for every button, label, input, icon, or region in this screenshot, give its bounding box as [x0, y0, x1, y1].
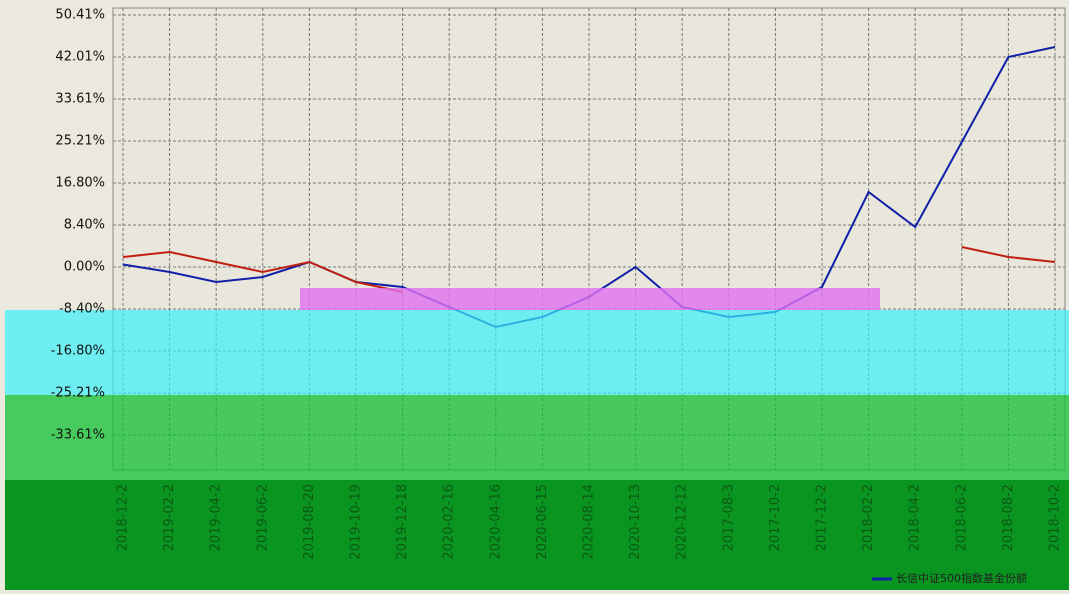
- x-tick-label: 2018-02-2: [861, 484, 876, 551]
- y-tick-label: -25.21%: [51, 386, 105, 401]
- x-tick-label: 2020-12-12: [675, 484, 690, 560]
- x-tick-label: 2020-10-13: [628, 484, 643, 560]
- labels: 50.41% 42.01% 33.61% 25.21% 16.80% 8.40% 0.00%…: [51, 7, 1063, 559]
- y-tick-label: 33.61%: [55, 91, 105, 106]
- y-tick-label: 8.40%: [64, 218, 105, 233]
- x-tick-label: 2018-04-2: [908, 484, 923, 551]
- glitch-band: [300, 288, 880, 310]
- y-tick-label: 16.80%: [55, 176, 105, 191]
- x-tick-label: 2019-02-2: [162, 484, 177, 551]
- glitch-band: [5, 395, 1069, 480]
- x-tick-label: 2017-08-3: [721, 484, 736, 551]
- x-tick-label: 2019-04-2: [209, 484, 224, 551]
- x-tick-label: 2020-06-15: [535, 484, 550, 560]
- x-tick-label: 2018-08-2: [1001, 484, 1016, 551]
- y-tick-label: 25.21%: [55, 133, 105, 148]
- x-tick-label: 2019-06-2: [255, 484, 270, 551]
- y-tick-label: 0.00%: [64, 260, 105, 275]
- glitch-band: [5, 310, 1069, 395]
- x-tick-label: 2020-02-16: [442, 484, 457, 560]
- x-tick-label: 2019-10-19: [349, 484, 364, 560]
- series-line: [122, 246, 1056, 293]
- legend-label: 长信中证500指数基金份额: [896, 571, 1027, 585]
- y-tick-label: 50.41%: [55, 7, 105, 22]
- x-tick-label: 2018-10-2: [1048, 484, 1063, 551]
- x-tick-label: 2018-12-2: [116, 484, 131, 551]
- x-tick-label: 2020-04-16: [488, 484, 503, 560]
- glitch-band: [5, 480, 1069, 590]
- y-tick-label: 42.01%: [55, 49, 105, 64]
- x-tick-label: 2017-10-2: [768, 484, 783, 551]
- y-tick-label: -16.80%: [51, 344, 105, 359]
- x-tick-label: 2019-12-18: [395, 484, 410, 560]
- x-tick-label: 2019-08-20: [302, 484, 317, 560]
- x-tick-label: 2017-12-2: [815, 484, 830, 551]
- y-tick-label: -8.40%: [59, 302, 105, 317]
- x-tick-label: 2020-08-14: [582, 484, 597, 560]
- y-tick-label: -33.61%: [51, 428, 105, 443]
- x-tick-label: 2018-06-2: [954, 484, 969, 551]
